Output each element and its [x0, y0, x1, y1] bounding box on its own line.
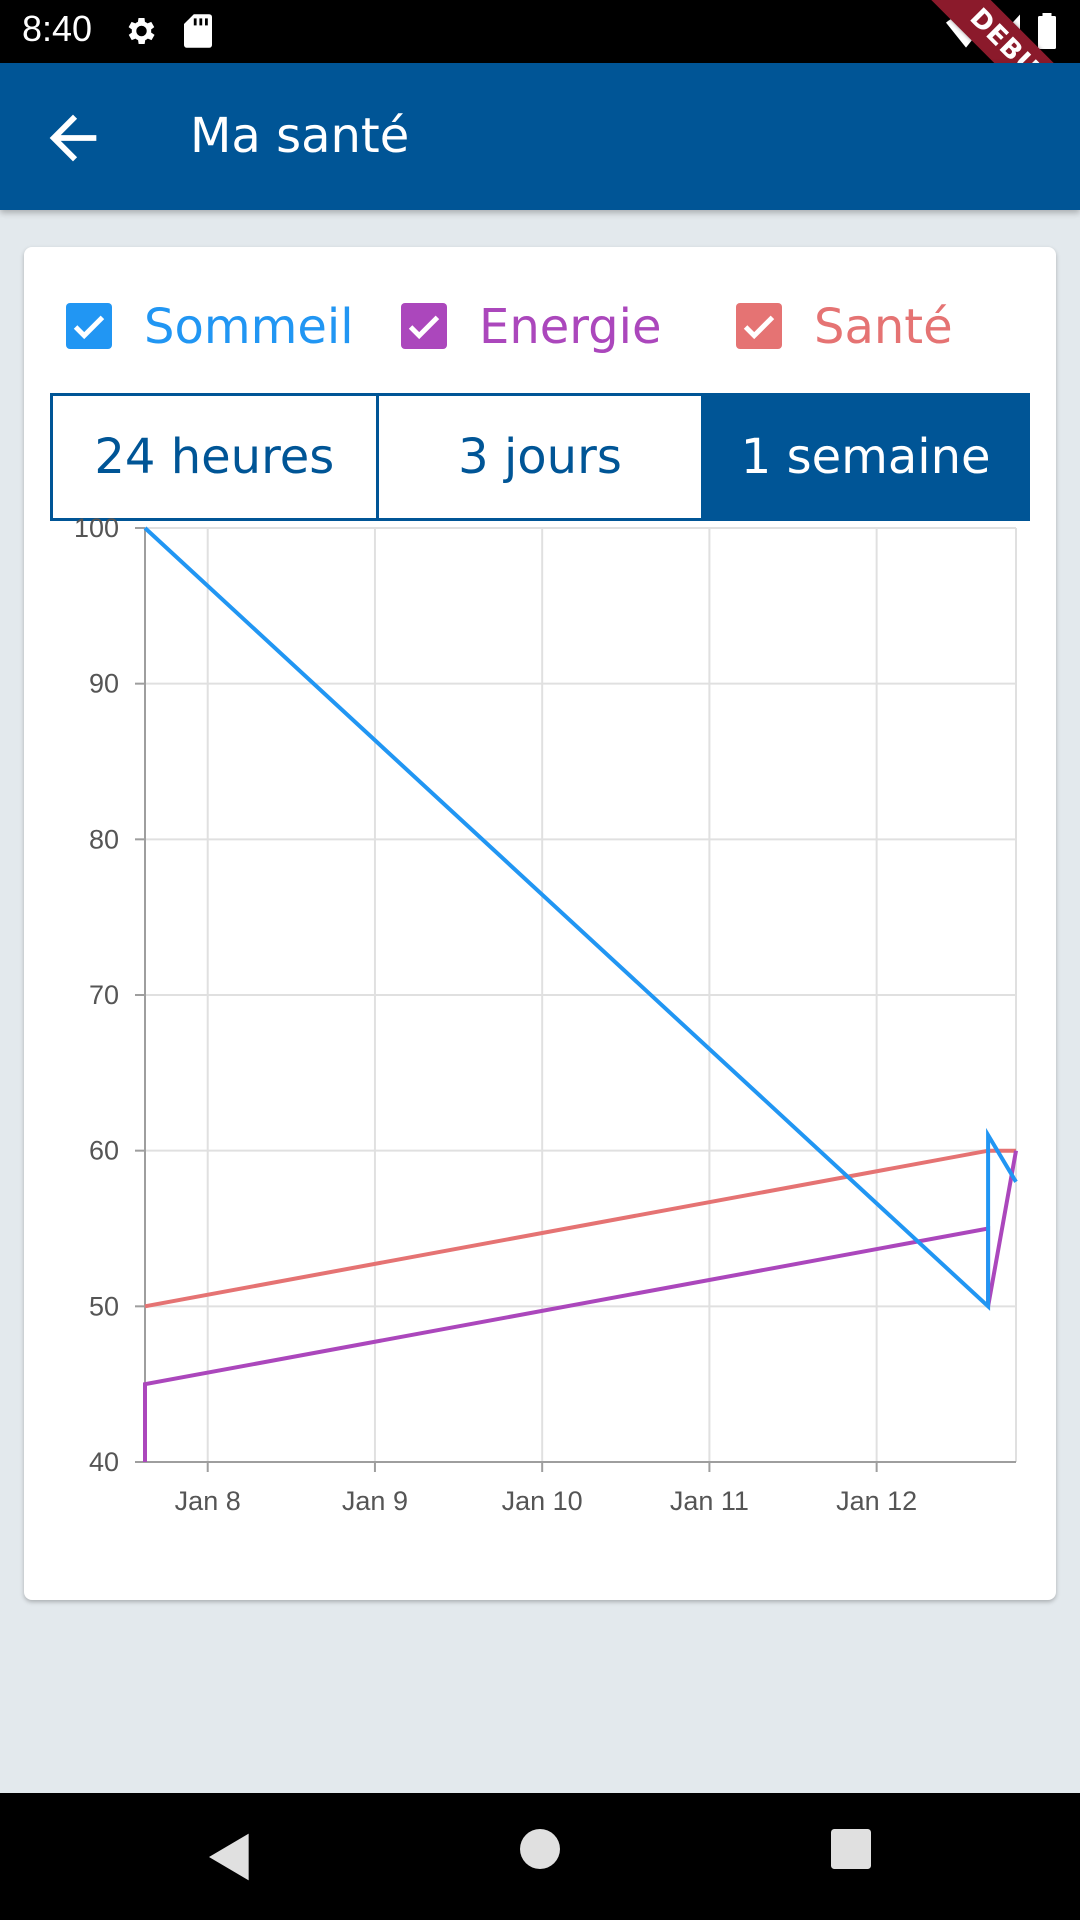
range-selector: 24 heures 3 jours 1 semaine	[50, 393, 1031, 521]
series-line-sommeil	[143, 526, 1018, 1311]
chart-card: Sommeil Energie Santé 24 heures 3 jours …	[24, 247, 1056, 1600]
nav-recent-icon[interactable]	[831, 1829, 871, 1869]
checkbox-checked-icon[interactable]	[736, 303, 782, 349]
status-time: 8:40	[22, 8, 93, 49]
series-line-sante	[144, 1148, 1016, 1309]
system-nav-bar	[0, 1793, 1080, 1920]
legend-label-energie: Energie	[479, 299, 662, 355]
y-tick-label: 100	[74, 517, 119, 543]
sd-card-icon	[184, 14, 212, 48]
y-tick-label: 60	[89, 1136, 119, 1166]
range-1-semaine-button[interactable]: 1 semaine	[704, 393, 1031, 521]
app-bar: Ma santé	[0, 63, 1080, 210]
status-bar: 8:40 DEBUG	[0, 0, 1080, 158]
checkbox-checked-icon[interactable]	[401, 303, 447, 349]
y-tick-label: 40	[89, 1447, 119, 1477]
line-chart: 40 50 60 70 80 90 100 Jan 8 Jan 9 Jan 10 Jan 11 Jan…	[74, 517, 1018, 1516]
y-tick-label: 70	[89, 980, 119, 1010]
checkbox-checked-icon[interactable]	[66, 303, 112, 349]
legend-label-sommeil: Sommeil	[144, 299, 354, 355]
nav-home-icon[interactable]	[520, 1829, 560, 1869]
y-tick-label: 90	[89, 669, 119, 699]
arrow-back-icon[interactable]	[38, 103, 108, 173]
nav-back-icon[interactable]	[202, 1829, 258, 1885]
x-tick-label: Jan 10	[502, 1486, 583, 1516]
y-tick-label: 80	[89, 824, 119, 854]
x-tick-label: Jan 8	[175, 1486, 241, 1516]
battery-icon	[1038, 13, 1056, 49]
x-tick-label: Jan 9	[342, 1486, 408, 1516]
page-title: Ma santé	[190, 108, 410, 164]
y-tick-label: 50	[89, 1291, 119, 1321]
range-3-jours-button[interactable]: 3 jours	[378, 393, 705, 521]
gear-icon	[128, 17, 155, 45]
legend-label-sante: Santé	[814, 299, 953, 355]
x-tick-label: Jan 12	[836, 1486, 917, 1516]
range-24-heures-button[interactable]: 24 heures	[50, 393, 379, 521]
x-tick-label: Jan 11	[670, 1486, 749, 1516]
